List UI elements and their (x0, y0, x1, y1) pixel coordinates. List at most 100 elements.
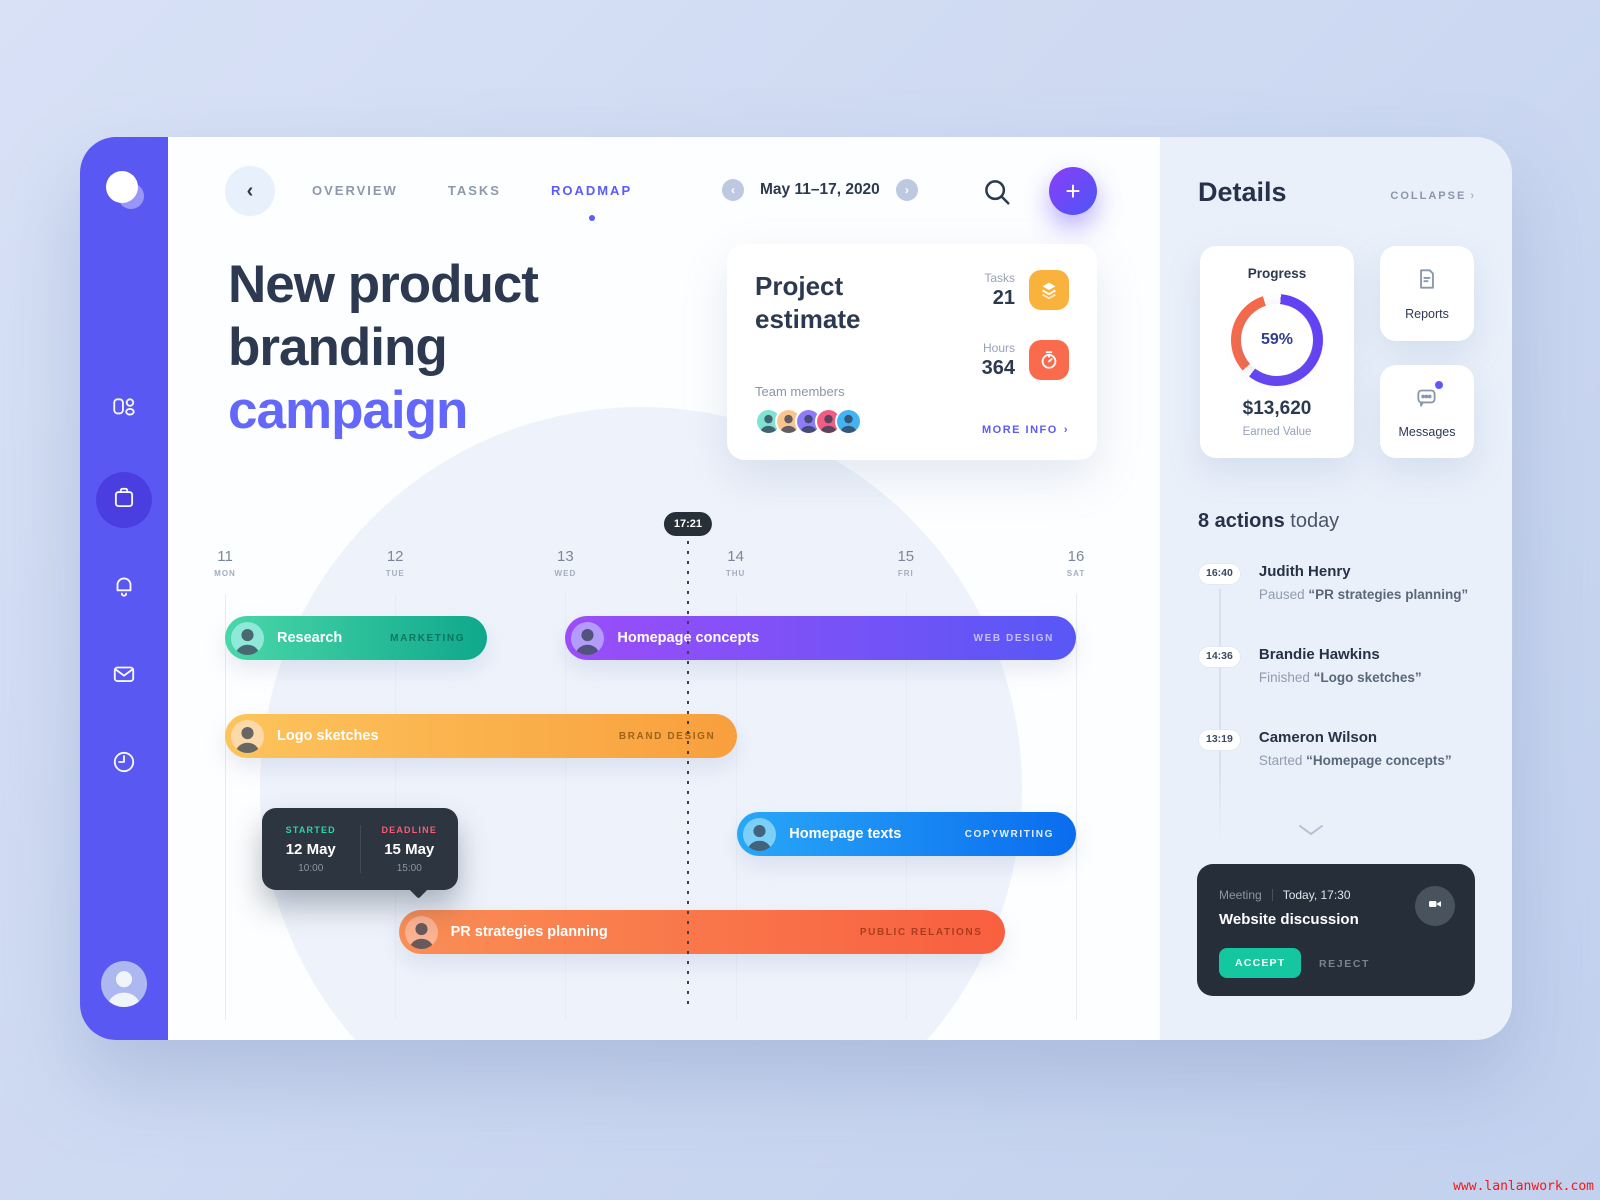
details-panel: Details COLLAPSE › Progress 59% $13,620 E… (1160, 137, 1512, 1040)
hours-value: 364 (981, 356, 1015, 379)
task-bar-pr-strategies[interactable]: PR strategies planning PUBLIC RELATIONS (398, 910, 1005, 954)
action-time: 14:36 (1198, 646, 1241, 668)
next-week-button[interactable]: › (895, 179, 918, 201)
tab-roadmap[interactable]: ROADMAP (550, 183, 633, 198)
task-category-tag: MARKETING (390, 632, 466, 644)
day-column-label: 16 SAT (1066, 548, 1086, 578)
tasks-value: 21 (992, 286, 1015, 309)
grid-icon (111, 395, 137, 426)
clock-icon (111, 749, 137, 780)
current-time-marker: 17:21 (663, 512, 713, 536)
chevron-down-icon (1298, 824, 1324, 841)
deadline-time: 15:00 (396, 862, 422, 874)
assignee-avatar (231, 719, 264, 753)
task-bar-homepage-concepts[interactable]: Homepage concepts WEB DESIGN (565, 616, 1076, 660)
prev-week-button[interactable]: ‹ (722, 179, 744, 201)
accept-button[interactable]: ACCEPT (1219, 948, 1302, 978)
day-column-label: 13 WED (554, 548, 577, 578)
action-item[interactable]: 13:19 Cameron Wilson Started “Homepage c… (1198, 729, 1452, 768)
action-time: 16:40 (1198, 563, 1241, 585)
user-avatar[interactable] (101, 961, 147, 1007)
chevron-right-icon: › (1063, 424, 1069, 436)
action-user-name: Judith Henry (1258, 563, 1351, 580)
document-icon (1414, 266, 1440, 297)
messages-card[interactable]: Messages (1380, 365, 1474, 458)
reject-button[interactable]: REJECT (1319, 958, 1371, 970)
tasks-stat: Tasks 21 (984, 270, 1069, 310)
earned-value: $13,620 (1242, 398, 1312, 419)
tab-bar: OVERVIEW TASKS ROADMAP (312, 183, 632, 198)
action-item[interactable]: 14:36 Brandie Hawkins Finished “Logo ske… (1198, 646, 1422, 685)
day-column-label: 12 TUE (385, 548, 405, 578)
notification-dot (1435, 381, 1443, 389)
task-category-tag: PUBLIC RELATIONS (859, 926, 983, 938)
estimate-title: Project estimate (755, 271, 861, 334)
project-estimate-card: Project estimate Tasks 21 Hours 364 (727, 244, 1097, 460)
progress-donut: 59% (1231, 294, 1323, 386)
grid-line (395, 594, 397, 1020)
chevron-right-icon: › (1470, 190, 1476, 202)
more-info-link[interactable]: MORE INFO › (981, 424, 1069, 436)
messages-label: Messages (1398, 425, 1456, 439)
day-column-label: 11 MON (214, 548, 236, 578)
back-button[interactable]: ‹ (225, 166, 275, 216)
current-time-line (686, 541, 689, 1007)
meeting-kind: Meeting (1219, 888, 1262, 902)
date-navigator: ‹ May 11–17, 2020 › (722, 179, 918, 201)
action-user-name: Brandie Hawkins (1258, 646, 1380, 663)
tab-tasks[interactable]: TASKS (447, 183, 501, 198)
day-column-label: 14 THU (725, 548, 746, 578)
progress-label: Progress (1247, 266, 1307, 281)
action-item[interactable]: 16:40 Judith Henry Paused “PR strategies… (1198, 563, 1468, 602)
task-bar-homepage-texts[interactable]: Homepage texts COPYWRITING (737, 812, 1076, 856)
tasks-label: Tasks (984, 270, 1015, 285)
watermark: www.lanlanwork.com (1453, 1179, 1594, 1194)
app-logo[interactable] (106, 171, 144, 209)
sidebar-item-time[interactable] (96, 736, 152, 792)
add-button[interactable]: + (1049, 167, 1097, 215)
sidebar-item-mail[interactable] (96, 648, 152, 704)
progress-percent: 59% (1241, 304, 1313, 376)
page-title: New product branding campaign (228, 255, 539, 440)
tab-overview[interactable]: OVERVIEW (312, 183, 398, 198)
team-members-label: Team members (755, 384, 845, 399)
search-button[interactable] (982, 177, 1014, 209)
main-content: ‹ OVERVIEW TASKS ROADMAP ‹ May 11–17, 20… (168, 137, 1160, 1040)
reports-label: Reports (1405, 307, 1449, 321)
sidebar-item-projects[interactable] (96, 472, 152, 528)
actions-today-title: 8 actions today (1198, 510, 1340, 532)
grid-line (735, 594, 737, 1020)
bell-icon (111, 573, 137, 604)
date-range-label: May 11–17, 2020 (760, 181, 880, 198)
grid-line (1076, 594, 1077, 1020)
hours-stat: Hours 364 (982, 340, 1069, 380)
assignee-avatar (743, 817, 777, 851)
grid-line (225, 594, 226, 1020)
clipboard-icon (111, 485, 137, 516)
search-icon (982, 180, 1012, 211)
expand-actions-button[interactable] (1298, 823, 1324, 842)
meeting-title: Website discussion (1219, 911, 1359, 928)
app-window: ‹ OVERVIEW TASKS ROADMAP ‹ May 11–17, 20… (80, 137, 1512, 1040)
team-avatars (755, 408, 862, 435)
reports-card[interactable]: Reports (1380, 246, 1474, 341)
assignee-avatar (571, 621, 605, 655)
deadline-date: 15 May (384, 840, 435, 858)
assignee-avatar (404, 915, 438, 949)
grid-line (905, 594, 907, 1020)
task-category-tag: BRAND DESIGN (618, 730, 716, 742)
sidebar-item-notifications[interactable] (96, 560, 152, 616)
layers-icon (1029, 270, 1069, 310)
sidebar-item-dashboard[interactable] (96, 382, 152, 438)
task-bar-logo-sketches[interactable]: Logo sketches BRAND DESIGN (225, 714, 738, 758)
collapse-button[interactable]: COLLAPSE › (1390, 190, 1476, 202)
team-avatar[interactable] (835, 408, 862, 435)
started-time: 10:00 (298, 862, 324, 874)
gantt-chart: 11 MON 12 TUE 13 WED 14 THU 15 FRI 16 SAT Rese… (214, 548, 1084, 1020)
task-bar-research[interactable]: Research MARKETING (225, 616, 488, 660)
sidebar (80, 137, 168, 1040)
day-column-label: 15 FRI (897, 548, 915, 578)
video-call-button[interactable] (1415, 886, 1455, 926)
hours-label: Hours (982, 340, 1015, 355)
meeting-card: Meeting Today, 17:30 Website discussion … (1197, 864, 1475, 996)
